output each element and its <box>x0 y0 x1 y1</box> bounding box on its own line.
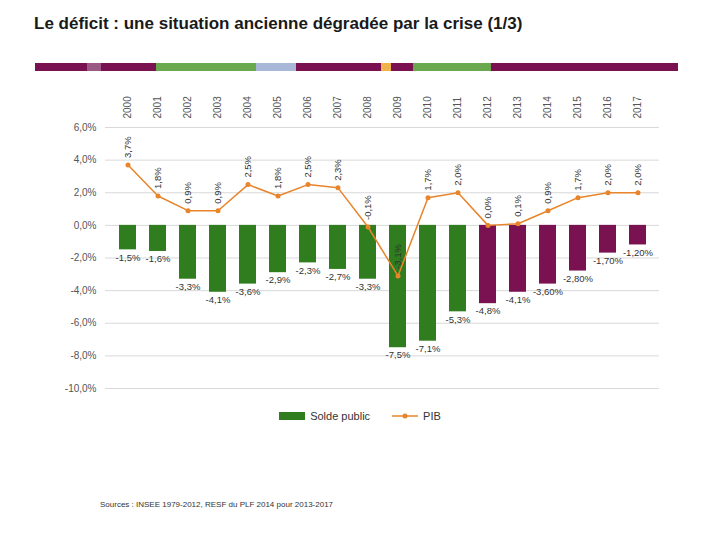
html-text:Le déficit : une situation anc: Le déficit : une situation ancienne dégr… <box>34 14 523 33</box>
svg-text:-0,1%: -0,1% <box>362 195 373 220</box>
svg-text:-4,1%: -4,1% <box>206 294 231 305</box>
svg-text:2,0%: 2,0% <box>452 164 463 186</box>
svg-text:-2,3%: -2,3% <box>296 265 321 276</box>
svg-text:2008: 2008 <box>362 96 373 119</box>
svg-text:2004: 2004 <box>242 96 253 119</box>
svg-text:2015: 2015 <box>572 96 583 119</box>
svg-text:4,0%: 4,0% <box>74 154 97 165</box>
svg-text:2012: 2012 <box>482 96 493 119</box>
svg-text:2,0%: 2,0% <box>602 164 613 186</box>
svg-text:-2,7%: -2,7% <box>326 271 351 282</box>
svg-text:-3,3%: -3,3% <box>356 281 381 292</box>
svg-text:2009: 2009 <box>392 96 403 119</box>
svg-text:6,0%: 6,0% <box>74 122 97 133</box>
svg-text:2006: 2006 <box>302 96 313 119</box>
svg-text:-1,20%: -1,20% <box>623 247 654 258</box>
svg-text:2,3%: 2,3% <box>332 159 343 181</box>
svg-text:1,7%: 1,7% <box>422 168 433 190</box>
svg-text:-3,1%: -3,1% <box>392 244 403 269</box>
svg-text:-7,1%: -7,1% <box>416 343 441 354</box>
svg-text:-4,8%: -4,8% <box>476 305 501 316</box>
svg-text:0,9%: 0,9% <box>182 181 193 203</box>
html-text:PIB: PIB <box>423 410 441 422</box>
svg-text:2,5%: 2,5% <box>242 155 253 177</box>
svg-text:2,0%: 2,0% <box>74 187 97 198</box>
svg-text:0,0%: 0,0% <box>74 220 97 231</box>
svg-text:3,7%: 3,7% <box>122 136 133 158</box>
svg-text:0,0%: 0,0% <box>482 196 493 218</box>
svg-text:-3,6%: -3,6% <box>236 286 261 297</box>
svg-text:2014: 2014 <box>542 96 553 119</box>
svg-text:-7,5%: -7,5% <box>386 349 411 360</box>
svg-text:0,9%: 0,9% <box>212 181 223 203</box>
svg-text:-4,0%: -4,0% <box>70 285 96 296</box>
svg-text:2,5%: 2,5% <box>302 155 313 177</box>
svg-text:-10,0%: -10,0% <box>65 383 97 394</box>
svg-text:-3,3%: -3,3% <box>176 281 201 292</box>
svg-text:-1,70%: -1,70% <box>593 255 624 266</box>
svg-text:0,9%: 0,9% <box>542 181 553 203</box>
svg-text:2010: 2010 <box>422 96 433 119</box>
svg-text:-2,0%: -2,0% <box>70 252 96 263</box>
svg-text:-2,9%: -2,9% <box>266 274 291 285</box>
svg-text:-4,1%: -4,1% <box>506 294 531 305</box>
svg-text:1,8%: 1,8% <box>272 167 283 189</box>
svg-text:-2,80%: -2,80% <box>563 273 594 284</box>
svg-text:-5,3%: -5,3% <box>446 314 471 325</box>
svg-text:2007: 2007 <box>332 96 343 119</box>
svg-text:-1,6%: -1,6% <box>146 253 171 264</box>
svg-text:2001: 2001 <box>152 96 163 119</box>
svg-text:2016: 2016 <box>602 96 613 119</box>
svg-text:2011: 2011 <box>452 97 463 119</box>
svg-text:2013: 2013 <box>512 96 523 119</box>
svg-text:-8,0%: -8,0% <box>70 350 96 361</box>
svg-text:2005: 2005 <box>272 96 283 119</box>
svg-text:2000: 2000 <box>122 96 133 119</box>
svg-text:2017: 2017 <box>632 96 643 119</box>
svg-text:-6,0%: -6,0% <box>70 317 96 328</box>
svg-text:2,0%: 2,0% <box>632 164 643 186</box>
html-text:Solde public: Solde public <box>310 410 371 422</box>
svg-text:1,7%: 1,7% <box>572 168 583 190</box>
svg-text:0,1%: 0,1% <box>512 195 523 217</box>
svg-text:1,8%: 1,8% <box>152 167 163 189</box>
svg-text:-1,5%: -1,5% <box>116 252 141 263</box>
svg-text:2002: 2002 <box>182 96 193 119</box>
svg-text:2003: 2003 <box>212 96 223 119</box>
html-text:Sources : INSEE 1979-2012, RES: Sources : INSEE 1979-2012, RESF du PLF 2… <box>100 500 333 509</box>
svg-text:-3,60%: -3,60% <box>533 286 564 297</box>
